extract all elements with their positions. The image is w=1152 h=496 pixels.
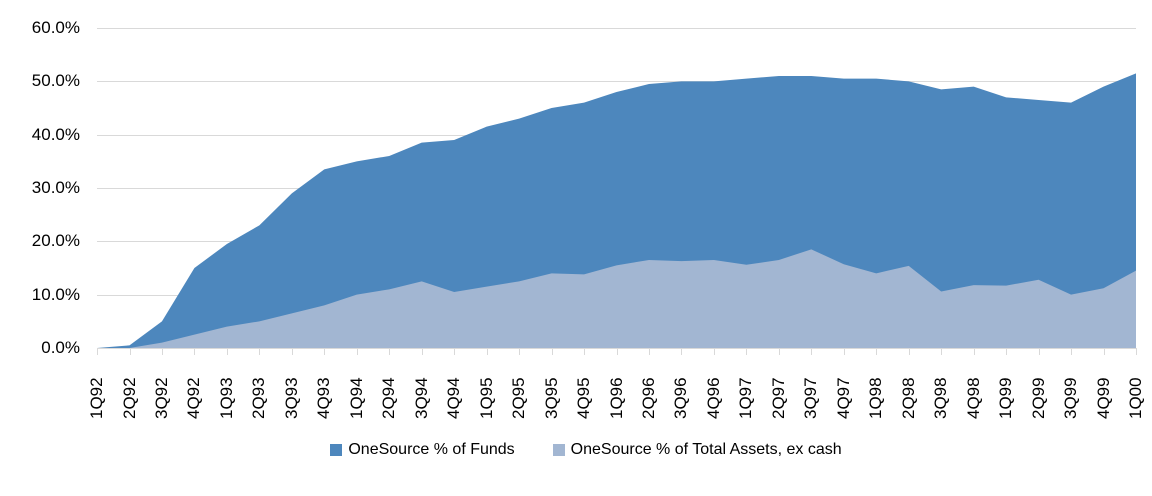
x-axis-label: 1Q93	[216, 377, 236, 419]
legend-item-funds: OneSource % of Funds	[330, 441, 515, 459]
x-axis-tick	[778, 348, 780, 355]
legend: OneSource % of Funds OneSource % of Tota…	[0, 441, 1152, 459]
x-axis-tick	[1006, 348, 1008, 355]
x-axis-label: 4Q99	[1093, 377, 1113, 419]
x-axis-tick	[291, 348, 293, 355]
total-assets-series-swatch-icon	[552, 444, 565, 456]
x-axis-label: 2Q94	[379, 377, 399, 419]
y-axis-label: 20.0%	[31, 231, 80, 251]
x-axis-tick	[1136, 348, 1137, 355]
x-axis-tick	[713, 348, 715, 355]
x-axis-tick	[876, 348, 878, 355]
gridline	[97, 81, 1136, 83]
x-axis-label: 3Q93	[281, 377, 301, 419]
x-axis-label: 3Q97	[801, 377, 821, 419]
x-axis-label: 2Q97	[768, 377, 788, 419]
x-axis-label: 1Q99	[996, 377, 1016, 419]
x-axis-label: 2Q98	[898, 377, 918, 419]
x-axis-label: 1Q95	[476, 377, 496, 419]
legend-label-total-assets: OneSource % of Total Assets, ex cash	[570, 441, 842, 458]
x-axis-tick	[908, 348, 910, 355]
x-axis-tick	[161, 348, 163, 355]
x-axis-label: 4Q98	[963, 377, 983, 419]
x-axis-tick	[681, 348, 683, 355]
y-axis-label: 40.0%	[31, 124, 80, 144]
x-axis-label: 3Q92	[151, 377, 171, 419]
x-axis-label: 4Q97	[833, 377, 853, 419]
x-axis-label: 1Q96	[606, 377, 626, 419]
x-axis-label: 1Q00	[1126, 377, 1145, 419]
x-axis-label: 3Q94	[411, 377, 431, 419]
x-axis-tick	[1071, 348, 1073, 355]
x-axis-label: 3Q99	[1061, 377, 1081, 419]
x-axis-label: 1Q97	[736, 377, 756, 419]
x-axis-tick	[1038, 348, 1040, 355]
x-axis-label: 4Q92	[184, 377, 204, 419]
x-axis-tick	[811, 348, 813, 355]
x-axis-tick	[389, 348, 391, 355]
x-axis-tick	[486, 348, 488, 355]
x-axis-label: 3Q96	[671, 377, 691, 419]
legend-label-funds: OneSource % of Funds	[348, 441, 515, 458]
x-axis-tick	[194, 348, 196, 355]
x-axis-tick	[746, 348, 748, 355]
x-axis-label: 2Q92	[119, 377, 139, 419]
x-axis-label: 4Q93	[314, 377, 334, 419]
x-axis-label: 2Q93	[249, 377, 269, 419]
x-axis-tick	[973, 348, 975, 355]
funds-series-swatch-icon	[330, 444, 343, 456]
x-axis-tick	[519, 348, 521, 355]
gridline	[97, 28, 1136, 29]
plot-area	[97, 28, 1136, 349]
y-axis-label: 60.0%	[31, 18, 80, 37]
x-axis-tick	[421, 348, 423, 355]
y-axis-label: 50.0%	[31, 71, 80, 91]
y-axis-label: 0.0%	[41, 338, 80, 357]
x-axis-tick	[941, 348, 943, 355]
x-axis-label: 3Q98	[931, 377, 951, 419]
x-axis-tick	[584, 348, 585, 355]
x-axis-label: 1Q92	[87, 377, 106, 419]
x-axis-tick	[356, 348, 358, 355]
series-layer	[97, 73, 1136, 348]
y-axis-label: 30.0%	[31, 178, 80, 197]
x-axis-label: 2Q99	[1028, 377, 1048, 419]
x-axis-label: 3Q95	[541, 377, 561, 419]
y-axis-label: 10.0%	[31, 284, 80, 304]
x-axis-label: 2Q96	[639, 377, 658, 419]
x-axis-tick	[1103, 348, 1105, 355]
area-series-1	[97, 249, 1136, 348]
x-axis-tick	[843, 348, 845, 355]
x-axis-label: 4Q95	[574, 377, 593, 419]
x-axis-tick	[454, 348, 456, 355]
x-axis-tick	[259, 348, 261, 355]
x-axis-label: 4Q94	[444, 377, 464, 419]
x-axis-tick	[324, 348, 326, 355]
x-axis-tick	[649, 348, 650, 355]
x-axis-tick	[226, 348, 228, 355]
x-axis-label: 1Q94	[346, 377, 366, 419]
x-axis-tick	[97, 348, 98, 355]
x-axis-tick	[616, 348, 618, 355]
x-axis-label: 2Q95	[509, 377, 529, 419]
x-axis-label: 1Q98	[866, 377, 886, 419]
legend-item-total-assets: OneSource % of Total Assets, ex cash	[552, 441, 842, 459]
x-axis-label: 4Q96	[703, 377, 723, 419]
x-axis-tick	[129, 348, 131, 355]
x-axis-tick	[551, 348, 553, 355]
